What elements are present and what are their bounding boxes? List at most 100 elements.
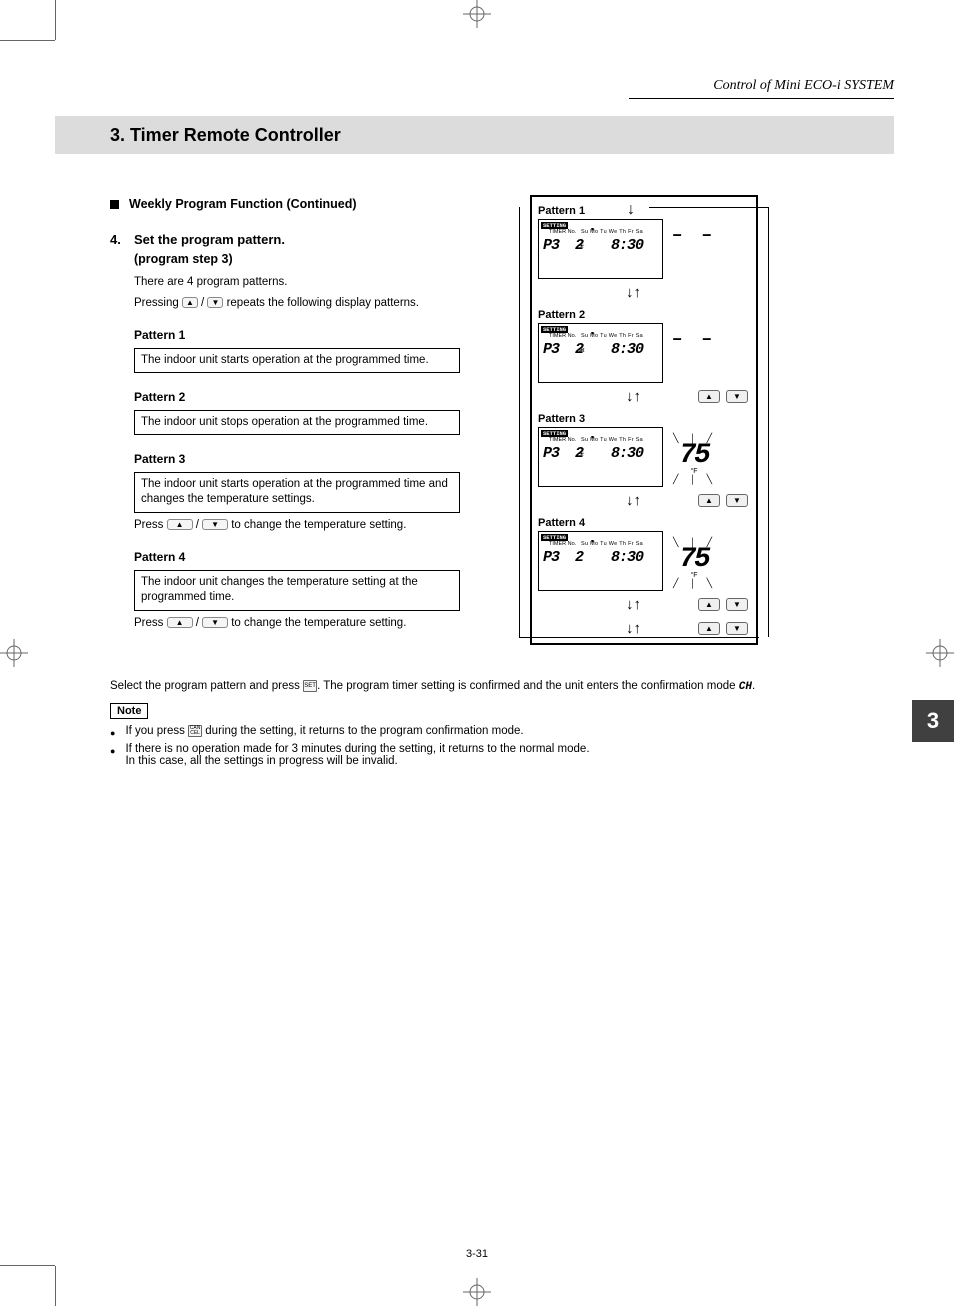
crop-mark (55, 0, 56, 40)
temp-display: – – (668, 330, 720, 350)
setting-badge: SETTING (541, 430, 568, 437)
timer-no-label: TIMER No. (549, 229, 576, 235)
bullet-icon: ● (110, 743, 115, 767)
pattern-4-label: Pattern 4 (134, 549, 460, 566)
lcd-row-2: Pattern 2 SETTINGTIMER No. ▾Su Mo Tu We Th… (538, 309, 750, 407)
pattern-2-label: Pattern 2 (134, 389, 460, 406)
days-row: ▾Su Mo Tu We Th Fr Sa (581, 541, 643, 547)
temp-display: ╲ │ ╱75°F╱ │ ╲ (668, 538, 720, 589)
cycle-arrows-icon: ↓↑ (626, 388, 641, 405)
chapter-tab: 3 (912, 700, 954, 742)
pattern-3-desc: The indoor unit starts operation at the … (134, 472, 460, 513)
program-code: P3 2 (543, 237, 583, 254)
program-code: P3 2 (543, 549, 583, 566)
bullet-icon: ● (110, 725, 115, 741)
rays-icon: ╱ │ ╲ (668, 475, 720, 485)
crop-mark (0, 1265, 55, 1266)
cancel-button-icon: CANCEL (188, 725, 202, 737)
days-row: ▾Su Mo Tu We Th Fr Sa (581, 229, 643, 235)
down-button-icon: ▼ (207, 297, 223, 308)
lcd-display: SETTINGTIMER No.▾Su Mo Tu We Th Fr SaP3 … (538, 427, 663, 487)
lcd-display: SETTINGTIMER No. ▾Su Mo Tu We Th Fr Sa P3 … (538, 323, 663, 383)
lcd-row-1: Pattern 1 SETTINGTIMER No. ▾Su Mo Tu We Th… (538, 205, 750, 303)
program-code: P3 2 (543, 445, 583, 462)
loop-line (519, 637, 759, 638)
time-display: 8:30 (611, 237, 643, 254)
lcd-row-3: Pattern 3SETTINGTIMER No.▾Su Mo Tu We Th… (538, 413, 750, 511)
setting-badge: SETTING (541, 534, 568, 541)
row-buttons: ▲▼ (698, 494, 748, 507)
up-button[interactable]: ▲ (698, 622, 720, 635)
header-underline (629, 98, 894, 99)
up-button-icon: ▲ (182, 297, 198, 308)
note-2: ● If there is no operation made for 3 mi… (110, 743, 894, 767)
timer-no-label: TIMER No. (549, 541, 576, 547)
intro-text-2: Pressing ▲ / ▼ repeats the following dis… (134, 295, 460, 312)
bottom-section: Select the program pattern and press SET… (110, 680, 894, 769)
set-button-icon: SET (303, 680, 317, 692)
mode-icon: ☀ (579, 242, 584, 252)
step-title: Set the program pattern. (134, 231, 460, 250)
controller-diagram: ↓ Pattern 1SETTINGTIMER No.▾Su Mo Tu We … (530, 195, 770, 645)
cycle-arrows-icon: ↓↑ (626, 620, 641, 637)
cycle-arrows-icon: ↓↑ (626, 596, 641, 613)
down-wide-button-icon: ▼ (202, 519, 228, 530)
step-subtitle: (program step 3) (134, 250, 460, 268)
down-button[interactable]: ▼ (726, 494, 748, 507)
time-display: 8:30 (611, 341, 643, 358)
lcd-display: SETTINGTIMER No. ▾Su Mo Tu We Th Fr Sa P3 … (538, 531, 663, 591)
setting-badge: SETTING (541, 222, 568, 229)
time-display: 8:30 (611, 549, 643, 566)
note-label: Note (110, 703, 148, 719)
down-button[interactable]: ▼ (726, 390, 748, 403)
cycle-arrows-icon: ↓↑ (626, 284, 641, 301)
page-number: 3-31 (466, 1248, 488, 1260)
bullet-icon (110, 200, 119, 209)
pattern-4-desc: The indoor unit changes the temperature … (134, 570, 460, 611)
down-button[interactable]: ▼ (726, 598, 748, 611)
lcd-row-label: Pattern 1 (538, 205, 750, 217)
breadcrumb: Control of Mini ECO-i SYSTEM (713, 78, 894, 94)
up-button[interactable]: ▲ (698, 494, 720, 507)
row-buttons: ▲▼ (698, 598, 748, 611)
lcd-display: SETTINGTIMER No. ▾Su Mo Tu We Th Fr Sa P3 … (538, 219, 663, 279)
setting-badge: SETTING (541, 326, 568, 333)
registration-mark (463, 1278, 491, 1306)
registration-mark (463, 0, 491, 28)
note-1: ● If you press CANCEL during the setting… (110, 725, 894, 741)
step-number: 4. (110, 231, 124, 631)
crop-mark (55, 1266, 56, 1306)
up-button[interactable]: ▲ (698, 598, 720, 611)
pattern-1-label: Pattern 1 (134, 327, 460, 344)
mode-icon: ❄ (579, 346, 584, 356)
registration-mark (0, 639, 28, 667)
cycle-arrows-icon: ↓↑ (626, 492, 641, 509)
row-buttons: ▲▼ (698, 622, 748, 635)
mode-icon: ☀ (579, 450, 584, 460)
confirm-code: CH (739, 681, 752, 693)
time-display: 8:30 (611, 445, 643, 462)
up-button[interactable]: ▲ (698, 390, 720, 403)
lcd-row-label: Pattern 2 (538, 309, 750, 321)
pattern-4-note: Press ▲ / ▼ to change the temperature se… (134, 615, 460, 632)
registration-mark (926, 639, 954, 667)
timer-no-label: TIMER No. (549, 437, 576, 443)
pattern-1-desc: The indoor unit starts operation at the … (134, 348, 460, 374)
page-title: 3. Timer Remote Controller (55, 125, 341, 146)
program-code: P3 2 (543, 341, 583, 358)
down-wide-button-icon: ▼ (202, 617, 228, 628)
controller-frame: ↓ Pattern 1SETTINGTIMER No.▾Su Mo Tu We … (530, 195, 758, 645)
pattern-3-label: Pattern 3 (134, 451, 460, 468)
days-row: ▾Su Mo Tu We Th Fr Sa (581, 333, 643, 339)
title-bar: 3. Timer Remote Controller (55, 116, 894, 154)
pattern-3-note: Press ▲ / ▼ to change the temperature se… (134, 517, 460, 534)
left-column: Weekly Program Function (Continued) 4. S… (110, 195, 460, 631)
section-heading: Weekly Program Function (Continued) (110, 195, 460, 213)
up-wide-button-icon: ▲ (167, 617, 193, 628)
crop-mark (0, 40, 55, 41)
loop-line (519, 207, 520, 637)
step-4: 4. Set the program pattern. (program ste… (110, 231, 460, 631)
down-button[interactable]: ▼ (726, 622, 748, 635)
temp-display: – – (668, 226, 720, 246)
timer-no-label: TIMER No. (549, 333, 576, 339)
